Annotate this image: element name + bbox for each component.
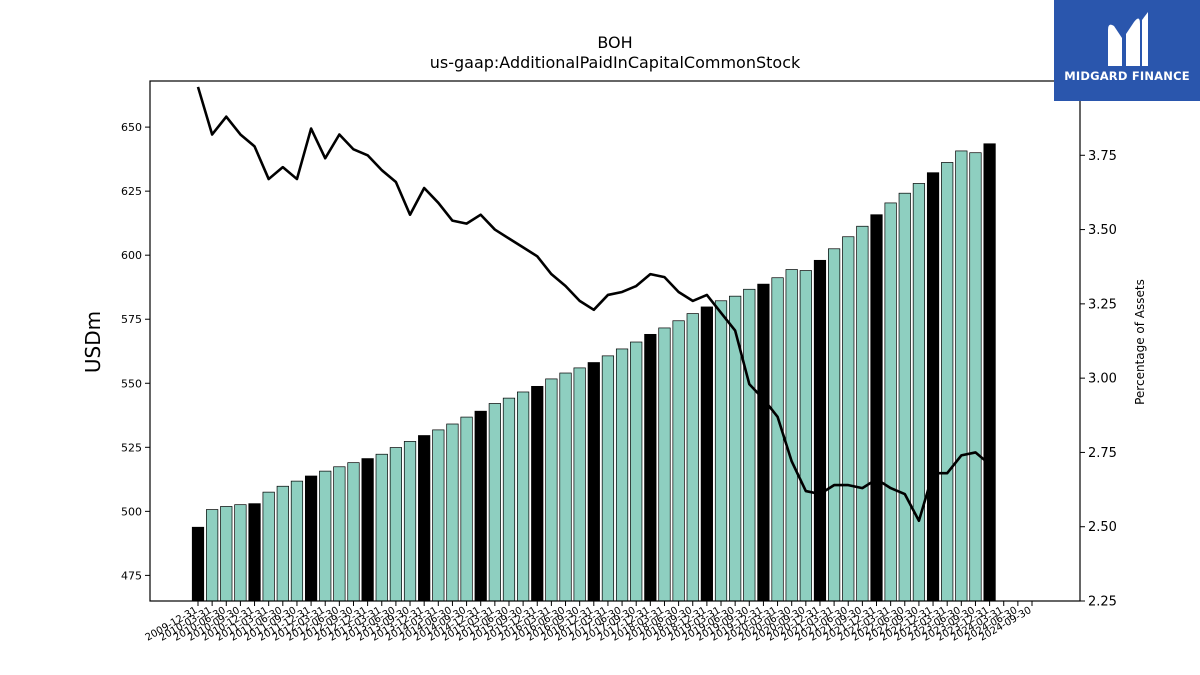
bar <box>304 475 318 602</box>
percentage-of-assets-line <box>196 86 991 523</box>
bar <box>771 277 784 602</box>
bar <box>418 435 431 602</box>
bar <box>432 429 445 602</box>
bar <box>262 491 275 602</box>
bar <box>545 378 558 602</box>
bar <box>912 183 926 602</box>
bar <box>248 503 261 602</box>
bar <box>644 333 657 602</box>
bar <box>531 385 544 602</box>
plot-frame <box>149 80 1081 602</box>
y-left-tick-label: 650 <box>121 121 142 134</box>
bar <box>474 410 487 602</box>
y-left-tick-label: 525 <box>121 441 142 454</box>
y-axis-right: 2.252.502.753.003.253.503.754.00 <box>1080 75 1117 610</box>
bar <box>333 466 346 602</box>
bar <box>488 403 501 602</box>
bar <box>290 480 304 602</box>
bar <box>276 485 289 602</box>
y-right-tick-label: 2.50 <box>1088 520 1117 535</box>
logo: MIDGARD FINANCE <box>1054 0 1200 101</box>
y-right-tick-label: 3.75 <box>1088 149 1117 164</box>
y-axis-left-label: USDm <box>81 311 105 373</box>
bar <box>658 327 671 602</box>
bar <box>941 162 954 602</box>
y-left-tick-label: 550 <box>121 377 142 390</box>
bar <box>884 202 897 602</box>
bar <box>785 269 798 602</box>
bar <box>559 372 572 602</box>
bar <box>630 341 643 602</box>
bar <box>700 306 713 602</box>
chart-title: BOH <box>597 33 632 52</box>
bar <box>319 470 332 602</box>
bar <box>969 152 982 602</box>
bar <box>361 458 374 602</box>
y-right-tick-label: 2.75 <box>1088 446 1117 461</box>
x-axis: 2009-12-312010-03-312010-06-302010-09-30… <box>144 601 1034 644</box>
y-axis-right-label: Percentage of Assets <box>1133 279 1147 405</box>
y-right-tick-label: 3.25 <box>1088 297 1117 312</box>
y-right-tick-label: 2.25 <box>1088 595 1117 610</box>
midgard-logo-mark-icon <box>1108 12 1148 67</box>
bar <box>220 506 233 602</box>
bar <box>615 348 629 602</box>
bar <box>191 526 205 602</box>
bar <box>686 313 699 602</box>
bar <box>714 300 728 602</box>
y-left-tick-label: 600 <box>121 249 142 262</box>
bar <box>842 236 855 602</box>
bar <box>347 462 360 602</box>
bar <box>573 367 586 602</box>
y-left-tick-label: 500 <box>121 505 142 518</box>
bar <box>446 423 459 602</box>
bar-series <box>191 143 996 602</box>
bar <box>601 355 615 602</box>
bar <box>460 416 473 602</box>
y-axis-left: 475 500 525 550 575 600 625 650 <box>121 121 150 582</box>
bar <box>403 441 417 602</box>
y-left-tick-label: 625 <box>121 185 142 198</box>
bar <box>389 447 402 602</box>
bar <box>375 453 388 602</box>
bar <box>743 288 756 602</box>
bar <box>502 397 516 602</box>
bar <box>672 320 685 602</box>
y-left-tick-label: 475 <box>121 569 142 582</box>
bar <box>234 504 247 602</box>
bar <box>898 192 911 602</box>
y-right-tick-label: 3.50 <box>1088 223 1117 238</box>
bar <box>206 509 219 602</box>
bar <box>799 270 812 602</box>
bar <box>926 172 940 602</box>
bar <box>856 225 869 602</box>
y-right-tick-label: 3.00 <box>1088 372 1117 387</box>
y-left-tick-label: 575 <box>121 313 142 326</box>
logo-text: MIDGARD FINANCE <box>1064 69 1190 83</box>
chart-subtitle: us-gaap:AdditionalPaidInCapitalCommonSto… <box>430 53 801 72</box>
bar <box>757 283 770 602</box>
line-series <box>196 86 991 523</box>
bar <box>587 362 600 602</box>
bar <box>517 391 530 602</box>
bar <box>813 259 827 602</box>
bar <box>827 248 841 602</box>
bar <box>870 214 883 602</box>
bar <box>955 150 968 602</box>
bar <box>983 143 996 602</box>
